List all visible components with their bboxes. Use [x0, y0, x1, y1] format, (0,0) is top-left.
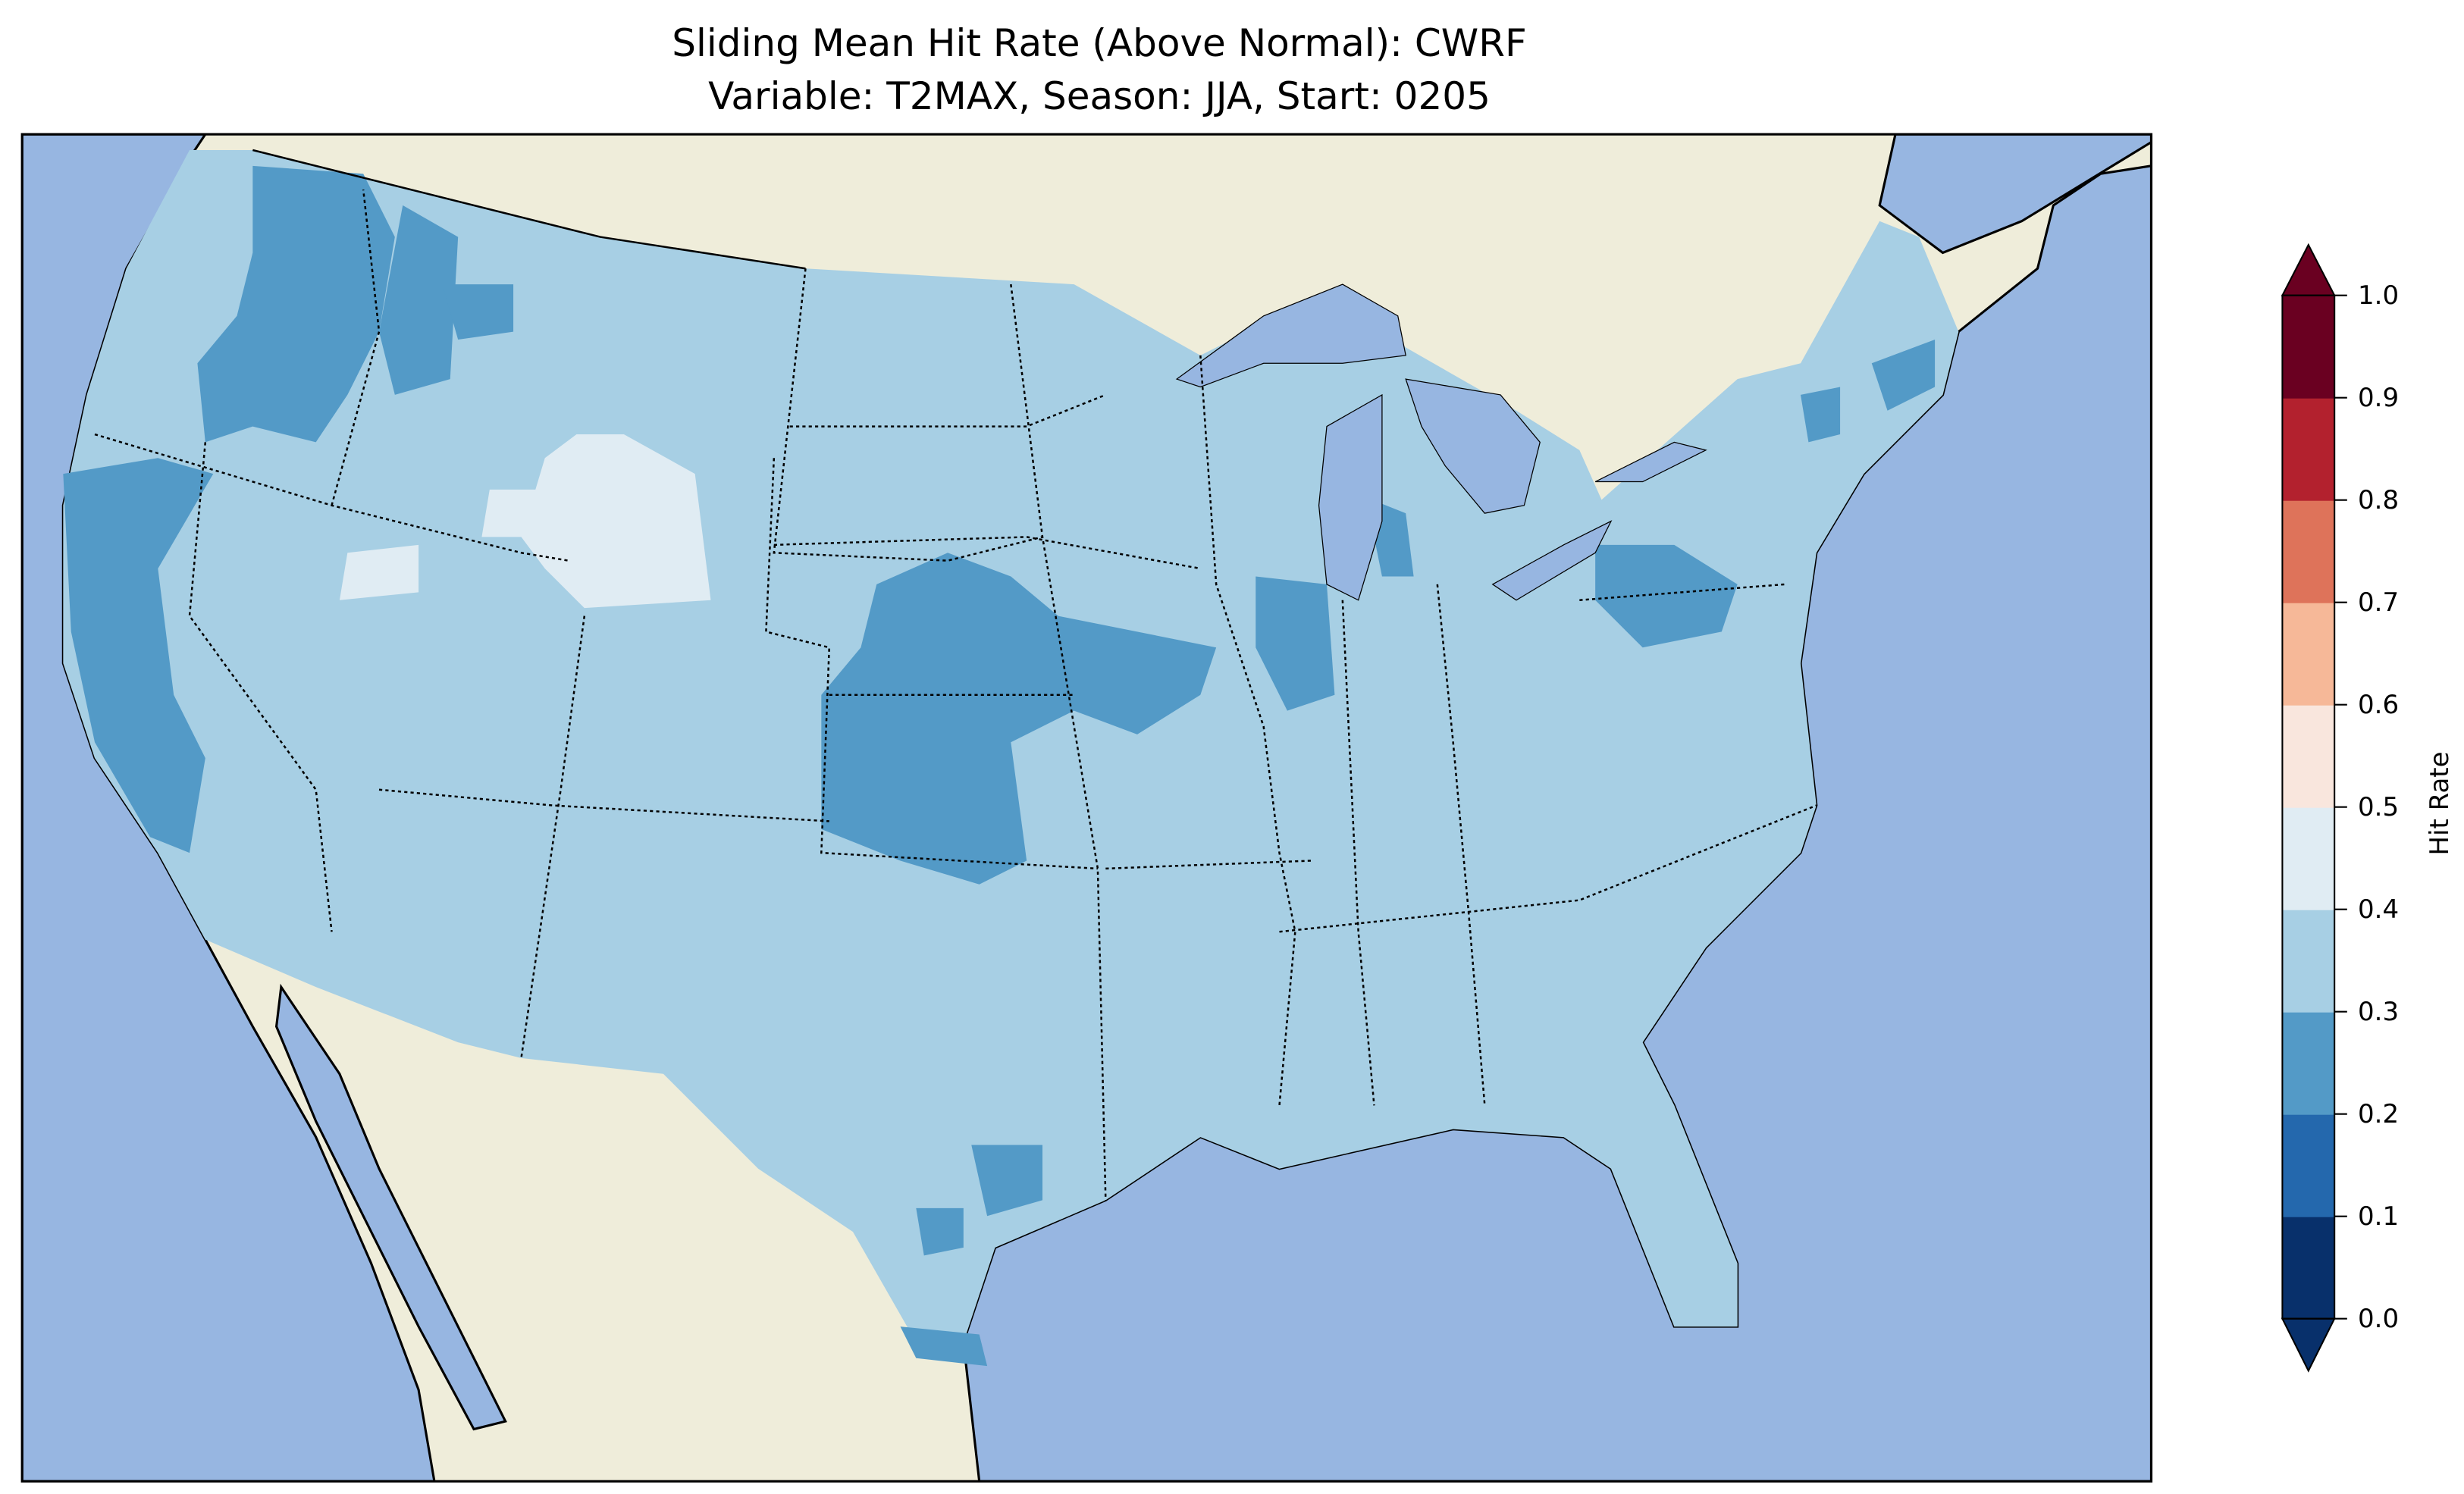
- gulf-of-california: [274, 983, 507, 1431]
- state-borders: [94, 189, 1817, 1201]
- colorbar-tick-label: 0.9: [2358, 382, 2400, 413]
- colorbar-extend-max: [2281, 243, 2336, 296]
- chart-title: Sliding Mean Hit Rate (Above Normal): CW…: [672, 21, 1527, 65]
- colorbar-tick-label: 0.5: [2358, 791, 2400, 822]
- colorbar-segment: [2282, 1216, 2335, 1320]
- colorbar-tick-label: 0.0: [2358, 1303, 2400, 1334]
- colorbar-segment: [2282, 500, 2335, 603]
- colorbar-tick-label: 0.3: [2358, 996, 2400, 1027]
- colorbar-segment: [2282, 602, 2335, 706]
- colorbar-segment: [2282, 397, 2335, 501]
- colorbar-segment: [2282, 1113, 2335, 1217]
- colorbar-tick-label: 0.8: [2358, 484, 2400, 515]
- colorbar-segment: [2282, 704, 2335, 808]
- colorbar-tick-label: 0.4: [2358, 894, 2400, 925]
- colorbar-tick-label: 0.1: [2358, 1201, 2400, 1232]
- colorbar-tick-label: 1.0: [2358, 280, 2400, 311]
- map-frame: [20, 133, 2153, 1483]
- colorbar-segment: [2282, 807, 2335, 910]
- great-lakes: [1175, 283, 1707, 601]
- colorbar: [2281, 243, 2347, 1373]
- colorbar-label: Hit Rate: [2425, 751, 2455, 856]
- colorbar-tick-label: 0.7: [2358, 587, 2400, 618]
- colorbar-tick-label: 0.6: [2358, 689, 2400, 720]
- regions-0.4-0.5: [339, 434, 711, 609]
- colorbar-segment: [2282, 1011, 2335, 1115]
- canada-border: [252, 149, 806, 270]
- colorbar-extend-min: [2281, 1317, 2336, 1373]
- colorbar-tick-label: 0.2: [2358, 1098, 2400, 1129]
- colorbar-segment: [2282, 295, 2335, 399]
- colorbar-segment: [2282, 909, 2335, 1013]
- chart-subtitle: Variable: T2MAX, Season: JJA, Start: 020…: [708, 74, 1491, 118]
